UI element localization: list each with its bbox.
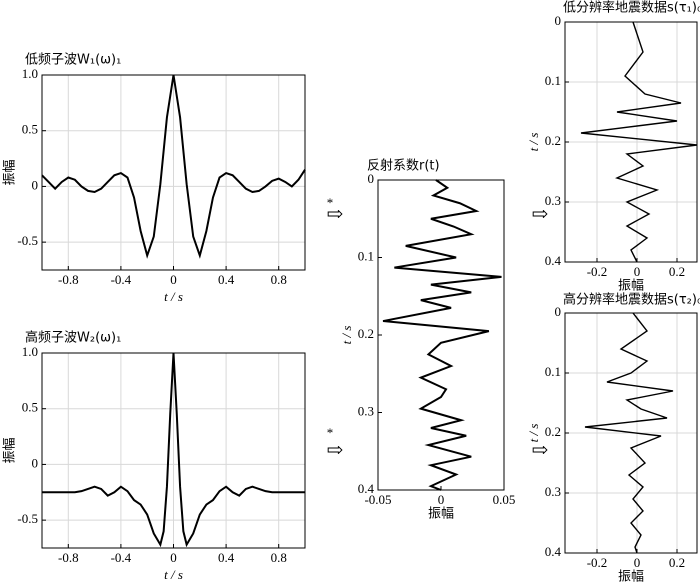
- y-tick-label: 0.4: [358, 481, 375, 496]
- chart-title: 低分辨率地震数据s(τ₁)₀: [563, 0, 700, 16]
- y-axis-label: 振幅: [3, 159, 18, 185]
- arrow: ⇨: [327, 440, 344, 462]
- chart-title: 反射系数r(t): [367, 158, 440, 174]
- arrow: ⇨: [532, 440, 549, 462]
- x-axis-label: t / s: [164, 567, 183, 582]
- x-tick-label: -0.4: [111, 550, 132, 565]
- x-tick-label: -0.05: [364, 492, 391, 507]
- plot-frame: [564, 312, 698, 554]
- y-tick-label: -0.5: [17, 233, 38, 248]
- y-tick-label: 0.5: [22, 122, 38, 137]
- x-axis-label: 振幅: [428, 507, 454, 522]
- wavelet-line: [42, 352, 305, 548]
- arrow: ⇨: [532, 204, 549, 226]
- y-tick-label: 0.5: [22, 400, 38, 415]
- x-tick-label: 0: [634, 264, 641, 279]
- y-tick-label: 0.4: [545, 544, 562, 559]
- x-tick-label: 0: [170, 550, 177, 565]
- operator: *: [327, 195, 334, 210]
- y-tick-label: -0.5: [17, 511, 38, 526]
- x-axis-label: 振幅: [618, 570, 644, 582]
- x-tick-label: 0.2: [669, 264, 685, 279]
- y-tick-label: 0.3: [358, 403, 374, 418]
- trace-line: [584, 312, 674, 554]
- plot-frame: [377, 179, 505, 491]
- y-tick-label: 0.2: [545, 424, 561, 439]
- y-tick-label: 0.3: [545, 484, 561, 499]
- wavelet-line: [41, 74, 306, 259]
- y-tick-label: 0: [32, 455, 39, 470]
- x-axis-label: 振幅: [618, 279, 644, 294]
- x-tick-label: 0: [438, 492, 445, 507]
- chart-title: 高分辨率地震数据s(τ₂)₀: [563, 292, 700, 308]
- x-tick-label: 0.8: [271, 272, 287, 287]
- x-tick-label: 0.05: [493, 492, 516, 507]
- trace-line: [382, 179, 502, 491]
- x-tick-label: -0.4: [111, 272, 132, 287]
- operator: *: [327, 425, 334, 440]
- y-tick-label: 0.3: [545, 193, 561, 208]
- y-axis-label: t / s: [526, 133, 541, 152]
- y-tick-label: 0.4: [545, 253, 562, 268]
- y-axis-label: 振幅: [3, 437, 18, 463]
- trace-line: [580, 21, 698, 263]
- y-tick-label: 0.2: [545, 133, 561, 148]
- y-tick-label: 1.0: [22, 344, 38, 359]
- y-tick-label: 1.0: [22, 66, 38, 81]
- x-tick-label: 0.8: [271, 550, 287, 565]
- y-tick-label: 0: [555, 13, 562, 28]
- x-tick-label: -0.2: [587, 555, 608, 570]
- y-axis-label: t / s: [339, 326, 354, 345]
- x-tick-label: 0.2: [669, 555, 685, 570]
- y-tick-label: 0: [32, 177, 39, 192]
- arrow: ⇨: [327, 204, 344, 226]
- y-tick-label: 0.1: [545, 73, 561, 88]
- x-tick-label: -0.8: [58, 272, 79, 287]
- plot-frame: [564, 21, 698, 263]
- x-tick-label: 0: [170, 272, 177, 287]
- x-tick-label: -0.8: [58, 550, 79, 565]
- y-tick-label: 0: [368, 171, 375, 186]
- y-tick-label: 0.1: [545, 364, 561, 379]
- chart-title: 低频子波W₁(ω)₁: [25, 53, 121, 68]
- y-tick-label: 0.2: [358, 326, 374, 341]
- x-axis-label: t / s: [164, 289, 183, 304]
- x-tick-label: 0.4: [218, 550, 235, 565]
- chart-title: 高频子波W₂(ω)₁: [25, 330, 121, 346]
- x-tick-label: -0.2: [587, 264, 608, 279]
- y-axis-label: t / s: [526, 424, 541, 443]
- x-tick-label: 0: [634, 555, 641, 570]
- y-tick-label: 0: [555, 304, 562, 319]
- y-tick-label: 0.1: [358, 248, 374, 263]
- x-tick-label: 0.4: [218, 272, 235, 287]
